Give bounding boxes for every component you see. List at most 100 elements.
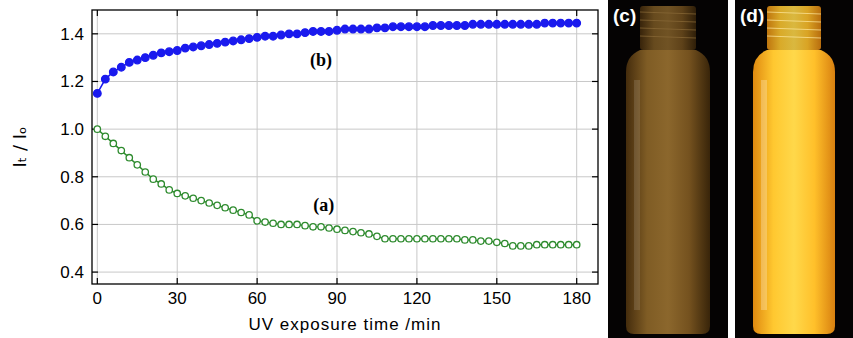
data-point — [301, 29, 309, 37]
data-point — [462, 237, 468, 243]
data-point — [541, 19, 549, 27]
data-point — [182, 193, 188, 199]
data-point — [213, 40, 221, 48]
photo-panel: (c) — [608, 0, 728, 338]
y-tick-label: 1.4 — [60, 25, 84, 44]
data-point — [398, 236, 404, 242]
y-tick — [592, 129, 598, 130]
x-tick — [257, 278, 258, 284]
vial-thread — [640, 28, 696, 30]
data-point — [397, 23, 405, 31]
data-point — [142, 169, 148, 175]
data-point — [558, 241, 564, 247]
data-point — [110, 140, 116, 146]
data-point — [325, 28, 333, 36]
data-point — [174, 190, 180, 196]
y-tick — [592, 271, 598, 272]
x-grid-line — [97, 10, 98, 284]
data-point — [166, 187, 172, 193]
data-point — [550, 241, 556, 247]
data-point — [277, 31, 285, 39]
data-point — [461, 22, 469, 30]
y-tick-label: 1.2 — [60, 72, 84, 91]
data-point — [365, 25, 373, 33]
data-point — [405, 23, 413, 31]
vial-body — [626, 50, 710, 334]
data-point — [229, 37, 237, 45]
data-point — [469, 20, 477, 28]
data-point — [262, 219, 268, 225]
vial-thread — [640, 12, 696, 14]
y-tick — [92, 224, 98, 225]
data-point — [350, 228, 356, 234]
series-line — [97, 23, 576, 93]
data-point — [205, 41, 213, 49]
figure: 03060901201501800.40.60.81.01.21.4(a)(b)… — [0, 0, 853, 338]
data-point — [198, 197, 204, 203]
data-point — [445, 22, 453, 30]
y-axis-title: Iₜ / Iₒ — [9, 127, 30, 168]
y-tick-label: 0.4 — [60, 263, 84, 282]
vial-highlight — [761, 80, 767, 310]
data-point — [230, 207, 236, 213]
data-point — [421, 23, 429, 31]
data-point — [477, 20, 485, 28]
data-point — [269, 32, 277, 40]
data-point — [429, 22, 437, 30]
data-point — [150, 176, 156, 182]
data-point — [157, 49, 165, 57]
data-point — [494, 239, 500, 245]
data-point — [437, 22, 445, 30]
data-point — [246, 212, 252, 218]
data-point — [542, 241, 548, 247]
data-point — [118, 147, 124, 153]
y-tick-label: 0.6 — [60, 215, 84, 234]
data-point — [133, 56, 141, 64]
vial-neck — [767, 6, 821, 50]
data-point — [270, 220, 276, 226]
x-tick — [177, 10, 178, 16]
x-axis-title: UV exposure time /min — [249, 315, 442, 334]
y-tick — [92, 33, 98, 34]
chart-background — [0, 0, 605, 338]
x-tick — [336, 278, 337, 284]
data-point — [245, 35, 253, 43]
data-point — [478, 238, 484, 244]
data-point — [526, 243, 532, 249]
data-point — [493, 20, 501, 28]
photo-background — [608, 0, 728, 338]
x-tick-label: 120 — [403, 289, 431, 308]
x-tick — [416, 10, 417, 16]
vial-thread — [767, 28, 821, 30]
data-point — [366, 231, 372, 237]
data-point — [373, 24, 381, 32]
data-point — [206, 200, 212, 206]
y-tick-label: 0.8 — [60, 168, 84, 187]
x-tick — [257, 10, 258, 16]
x-tick-label: 60 — [248, 289, 267, 308]
x-tick — [97, 278, 98, 284]
x-tick — [576, 278, 577, 284]
data-point — [525, 20, 533, 28]
data-point — [286, 221, 292, 227]
data-point — [533, 20, 541, 28]
vial-highlight — [634, 80, 640, 310]
data-point — [573, 241, 579, 247]
y-grid-line — [92, 129, 598, 130]
data-point — [110, 68, 118, 76]
data-point — [566, 241, 572, 247]
vial-thread — [767, 12, 821, 14]
data-point — [334, 226, 340, 232]
y-tick-label: 1.0 — [60, 120, 84, 139]
y-tick — [92, 271, 98, 272]
y-tick — [592, 176, 598, 177]
y-tick — [592, 33, 598, 34]
data-point — [253, 34, 261, 42]
data-point — [102, 133, 108, 139]
data-point — [190, 195, 196, 201]
x-grid-line — [416, 10, 417, 284]
data-point — [317, 28, 325, 36]
x-tick-label: 150 — [483, 289, 511, 308]
data-point — [237, 36, 245, 44]
data-point — [293, 30, 301, 38]
